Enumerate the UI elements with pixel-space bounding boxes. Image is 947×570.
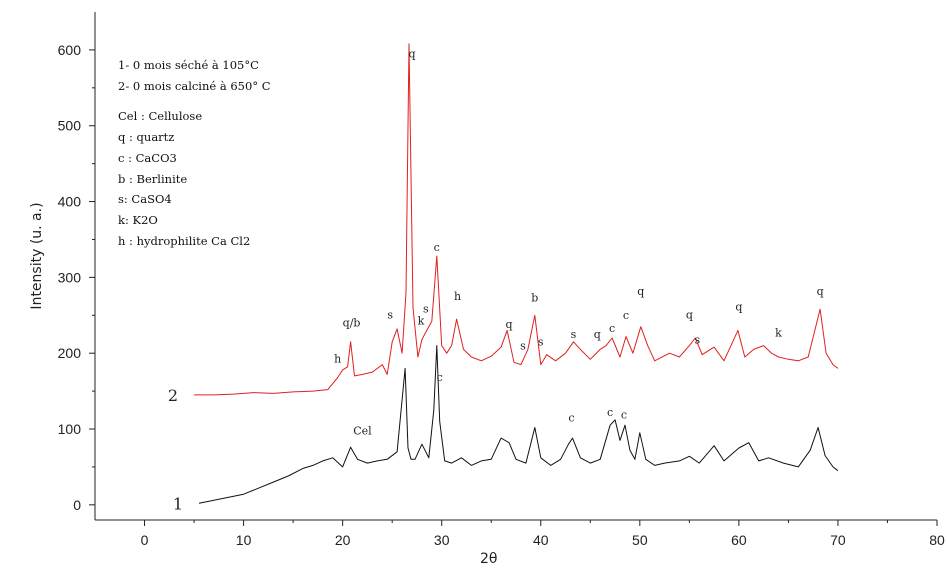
peak-label: c bbox=[607, 406, 613, 419]
peak-label: k bbox=[775, 327, 782, 340]
peak-label: q bbox=[408, 47, 415, 60]
peak-label: q bbox=[594, 328, 601, 341]
peak-label: s bbox=[571, 328, 577, 341]
x-tick-label: 60 bbox=[731, 532, 747, 548]
peak-label: c bbox=[437, 371, 443, 384]
peak-label: h bbox=[334, 352, 341, 365]
peak-label: q bbox=[817, 285, 824, 298]
y-tick-label: 100 bbox=[58, 421, 82, 437]
x-tick-label: 70 bbox=[830, 532, 846, 548]
legend-line-9: h : hydrophilite Ca Cl2 bbox=[118, 233, 251, 248]
peak-label: q bbox=[637, 285, 644, 298]
peak-label: s bbox=[538, 336, 544, 349]
axes: 0 10 20 30 40 50 60 70 80 0 100 200 300 400 500 600 bbox=[58, 12, 945, 548]
x-tick-label: 80 bbox=[929, 532, 945, 548]
peak-label: q bbox=[506, 318, 513, 331]
legend-line-2: 2- 0 mois calciné à 650° C bbox=[118, 78, 271, 93]
y-axis-label: Intensity (u. a.) bbox=[29, 202, 45, 310]
x-tick-label: 50 bbox=[632, 532, 648, 548]
peak-label: Cel bbox=[353, 424, 372, 437]
y-tick-label: 0 bbox=[73, 497, 81, 513]
series-layer: 12 bbox=[168, 43, 839, 513]
peak-label: c bbox=[434, 241, 440, 254]
y-tick-label: 500 bbox=[58, 118, 82, 134]
peak-label: c bbox=[568, 411, 574, 424]
legend-line-5: c : CaCO3 bbox=[118, 150, 177, 165]
peak-label: q/b bbox=[343, 317, 361, 330]
peak-label: c bbox=[609, 322, 615, 335]
series-1-label: 1 bbox=[173, 494, 183, 513]
peak-label: k bbox=[418, 314, 425, 327]
y-tick-label: 200 bbox=[58, 345, 82, 361]
y-tick-label: 300 bbox=[58, 269, 82, 285]
legend-line-3: Cel : Cellulose bbox=[118, 109, 203, 124]
peak-label: b bbox=[531, 292, 538, 305]
peak-label: h bbox=[454, 290, 461, 303]
peak-label: q bbox=[735, 301, 742, 314]
legend-line-6: b : Berlinite bbox=[118, 171, 188, 186]
peak-label: s bbox=[387, 308, 393, 321]
legend: 1- 0 mois séché à 105°C 2- 0 mois calcin… bbox=[118, 55, 271, 251]
peak-label: s bbox=[520, 339, 526, 352]
x-tick-label: 20 bbox=[335, 532, 351, 548]
x-tick-label: 0 bbox=[141, 532, 149, 548]
y-tick-label: 400 bbox=[58, 194, 82, 210]
legend-line-1: 1- 0 mois séché à 105°C bbox=[118, 58, 259, 72]
legend-line-7: s: CaSO4 bbox=[118, 192, 172, 207]
series-1-line bbox=[198, 345, 839, 504]
x-tick-label: 30 bbox=[434, 532, 450, 548]
x-tick-label: 40 bbox=[533, 532, 549, 548]
peak-label: q bbox=[686, 308, 693, 321]
series-2-label: 2 bbox=[168, 386, 178, 405]
peak-label: s bbox=[694, 333, 700, 346]
peak-label: s bbox=[423, 302, 429, 315]
x-tick-label: 10 bbox=[236, 532, 252, 548]
peak-label: c bbox=[623, 309, 629, 322]
y-tick-label: 600 bbox=[58, 42, 82, 58]
x-axis-label: 2θ bbox=[480, 551, 498, 567]
series-2-line bbox=[194, 43, 839, 396]
peak-label: c bbox=[621, 408, 627, 421]
legend-line-8: k: K2O bbox=[118, 212, 158, 227]
legend-line-4: q : quartz bbox=[118, 130, 175, 145]
